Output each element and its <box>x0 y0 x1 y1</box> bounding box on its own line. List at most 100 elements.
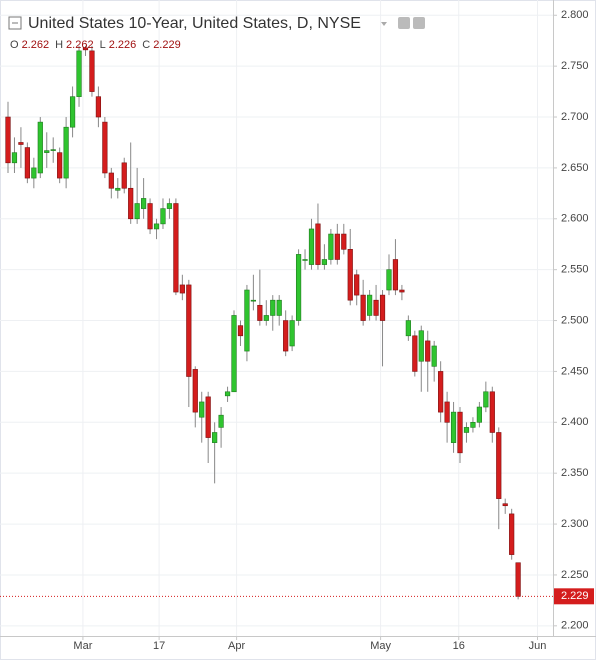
candle-body <box>354 274 360 296</box>
candle-body <box>153 223 160 230</box>
candles <box>0 45 553 600</box>
candle-body <box>11 152 18 164</box>
candle-body <box>18 142 24 145</box>
ohlc-value: 2.226 <box>109 39 137 51</box>
candle-body <box>450 411 457 443</box>
candle-body <box>444 401 450 423</box>
candle-body <box>431 345 437 367</box>
candle-body <box>263 315 269 321</box>
candle-body <box>121 162 127 189</box>
candle-body <box>231 315 237 393</box>
candle-body <box>334 233 340 260</box>
candle-body <box>82 47 89 51</box>
candle-body <box>509 513 515 555</box>
x-tick-label: Jun <box>529 640 547 652</box>
candle-body <box>192 369 198 413</box>
candle-body <box>76 50 82 97</box>
candle-body <box>44 150 50 153</box>
candle-body <box>412 335 418 372</box>
candle-body <box>270 299 276 316</box>
ohlc-label: H <box>55 39 63 51</box>
y-tick-label: 2.250 <box>561 569 589 581</box>
candle-body <box>50 149 56 151</box>
ohlc-label: C <box>142 39 150 51</box>
ohlc-value: 2.262 <box>66 39 94 51</box>
candle-body <box>347 249 353 301</box>
candle-body <box>386 269 392 291</box>
candle-body <box>63 126 69 179</box>
candle-body <box>379 294 386 321</box>
candle-body <box>115 187 121 191</box>
candle-body <box>160 208 166 225</box>
chart-title: United States 10-Year, United States, D,… <box>28 15 361 32</box>
candle-body <box>476 406 482 423</box>
candle-body <box>212 432 218 443</box>
candle-body <box>315 223 321 265</box>
candle-body <box>179 284 185 294</box>
y-tick-label: 2.400 <box>561 416 589 428</box>
candle-body <box>199 401 205 418</box>
candle-body <box>89 50 95 92</box>
candle-body <box>405 320 411 337</box>
y-tick-label: 2.300 <box>561 518 589 530</box>
y-tick-label: 2.600 <box>561 213 589 225</box>
candle-body <box>147 203 153 230</box>
y-tick-label: 2.800 <box>561 9 589 21</box>
x-tick-label: May <box>370 640 391 652</box>
y-tick-label: 2.650 <box>561 162 589 174</box>
candle-body <box>24 147 30 179</box>
ohlc-legend: O 2.262 H 2.262 L 2.226 C 2.229 <box>10 39 181 51</box>
candle-body <box>392 259 399 291</box>
candle-body <box>289 320 295 347</box>
grid <box>0 0 557 640</box>
candle-body <box>5 116 11 164</box>
candle-body <box>69 96 76 128</box>
candle-body <box>276 299 282 316</box>
candle-body <box>489 391 495 433</box>
candle-body <box>418 330 424 362</box>
gear-icon[interactable] <box>413 17 425 29</box>
candle-body <box>457 411 463 454</box>
candle-body <box>463 427 470 433</box>
candle-body <box>205 396 211 438</box>
candle-body <box>141 198 147 209</box>
candle-body <box>302 259 308 261</box>
candle-body <box>321 259 328 265</box>
candle-body <box>95 96 102 118</box>
candle-body <box>166 203 173 209</box>
candle-body <box>37 121 43 174</box>
candle-body <box>186 284 192 377</box>
y-tick-label: 2.200 <box>561 620 589 632</box>
ohlc-value: 2.262 <box>22 39 50 51</box>
candle-body <box>308 228 315 265</box>
candle-body <box>31 167 37 179</box>
candle-body <box>425 340 431 362</box>
candle-body <box>108 172 114 189</box>
candle-body <box>134 203 140 220</box>
x-tick-label: 17 <box>153 640 165 652</box>
candle-body <box>250 299 256 302</box>
settings-icon[interactable] <box>398 17 410 29</box>
ohlc-label: L <box>100 39 106 51</box>
last-price-label: 2.229 <box>561 590 589 602</box>
candle-body <box>295 254 302 321</box>
candle-body <box>328 233 334 260</box>
dropdown-arrow[interactable] <box>381 22 387 26</box>
candle-body <box>102 121 108 174</box>
candle-body <box>438 371 444 413</box>
candle-body <box>502 503 508 507</box>
candle-body <box>128 187 134 220</box>
ohlc-value: 2.229 <box>153 39 181 51</box>
candle-body <box>341 233 347 250</box>
y-tick-label: 2.750 <box>561 60 589 72</box>
candle-body <box>470 422 476 428</box>
candle-body <box>224 391 231 397</box>
candle-body <box>367 294 373 316</box>
y-tick-label: 2.700 <box>561 111 589 123</box>
candle-body <box>360 294 366 321</box>
candle-body <box>257 304 263 321</box>
y-tick-label: 2.500 <box>561 314 589 326</box>
candle-body <box>218 414 224 428</box>
y-tick-label: 2.350 <box>561 467 589 479</box>
